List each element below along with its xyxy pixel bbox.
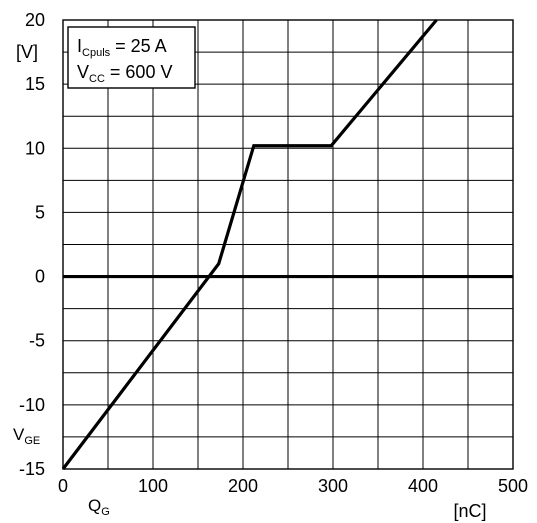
legend-line-current: ICpuls = 25 A [77,36,167,59]
legend-frame [67,26,196,89]
y-tick-labels: 20 15 10 5 0 -5 -10 -15 [19,10,45,479]
x-tick-label: 400 [408,476,438,496]
y-tick-label: 0 [35,267,45,287]
y-unit-label: [V] [16,42,38,62]
x-unit-label: [nC] [453,501,486,521]
plot-frame [62,19,514,470]
y-tick-label: 15 [25,74,45,94]
legend-box: ICpuls = 25 A VCC = 600 V [67,26,196,89]
x-axis-label: QG [88,496,110,518]
y-tick-label: 20 [25,10,45,30]
y-tick-label: 10 [25,138,45,158]
legend-line-voltage: VCC = 600 V [77,62,172,85]
x-tick-label: 200 [228,476,258,496]
y-tick-label: -5 [29,331,45,351]
y-tick-label: -10 [19,395,45,415]
x-tick-label: 300 [318,476,348,496]
x-tick-labels: 0 100 200 300 400 500 [58,476,528,496]
grid [63,20,513,469]
y-tick-label: 5 [35,202,45,222]
x-tick-label: 100 [138,476,168,496]
y-axis-label: VGE [13,425,40,447]
x-tick-label: 500 [498,476,528,496]
series-line [61,18,438,470]
x-tick-label: 0 [58,476,68,496]
y-tick-label: -15 [19,459,45,479]
